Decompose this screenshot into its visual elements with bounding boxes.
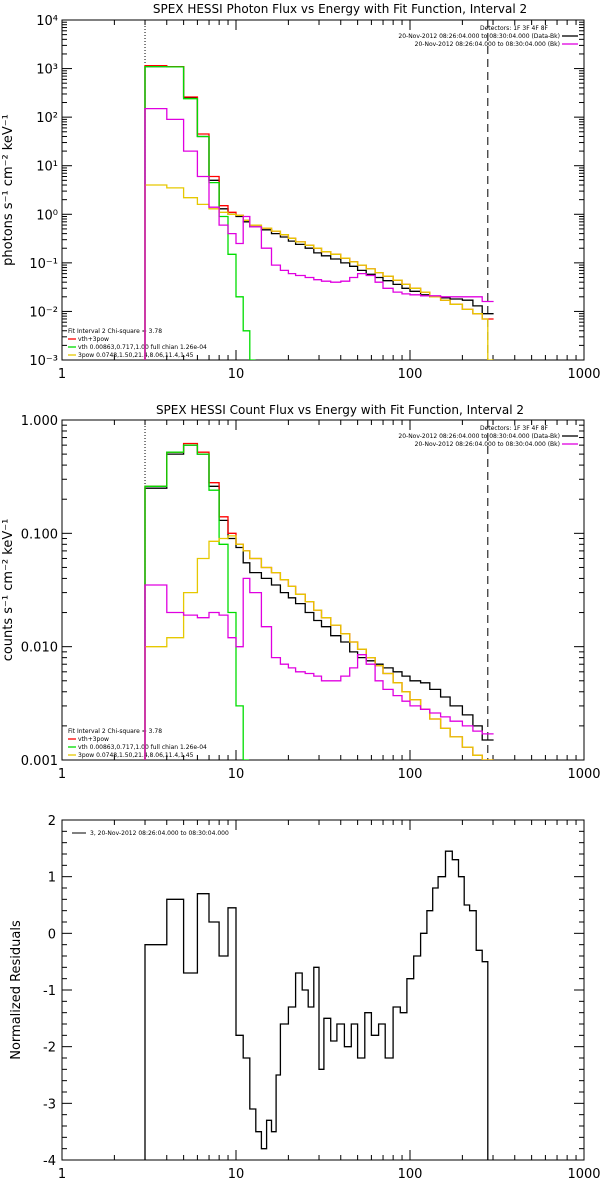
photon-flux-y-tick-label: 10⁴ [36,14,58,29]
photon-flux-ylabel: photons s⁻¹ cm⁻² keV⁻¹ [1,114,16,266]
residuals-series-3-20-nov-2012-08-26-04-000-to-08-30-04-000 [144,850,489,1160]
residuals-y-tick-label: 1 [48,871,56,886]
detectors-label: Detectors: 1F 3F 4F 8F [480,25,549,32]
count-flux-x-tick-label: 100 [398,767,423,782]
photon-flux-x-tick-label: 1000 [567,367,600,382]
count-flux-y-tick-label: 0.100 [21,527,58,542]
residuals-y-tick-label: -3 [43,1097,56,1112]
residuals-x-tick-label: 100 [398,1167,423,1182]
bk-label: 20-Nov-2012 08:26:04.000 to 08:30:04.000… [415,441,560,448]
residuals-y-tick-label: -2 [43,1041,56,1056]
residuals-ylabel: Normalized Residuals [9,920,24,1060]
photon-flux-y-tick-label: 10⁻² [29,305,58,320]
photon-flux-legend-top-right: Detectors: 1F 3F 4F 8F 20-Nov-2012 08:26… [398,25,560,48]
photon-flux-series-3pow [144,184,494,360]
photon-flux-y-tick-label: 10¹ [36,160,58,175]
fit-interval-label: Fit Interval 2 Chi-square = 3.78 [68,328,162,335]
vth-label: vth 0.00863,0.717,1.00 full chian 1.26e-… [78,744,207,751]
residuals-y-tick-label: -4 [43,1154,56,1169]
count-flux-y-tick-label: 0.001 [21,754,58,769]
residuals-y-tick-label: 0 [48,927,56,942]
count-flux-legend-top-right: Detectors: 1F 3F 4F 8F 20-Nov-2012 08:26… [398,425,560,448]
photon-flux-y-tick-label: 10³ [36,63,58,78]
photon-flux-plot-frame [61,19,585,361]
count-flux-plot-frame [61,419,585,761]
count-flux-panel: SPEX HESSI Count Flux vs Energy with Fit… [1,403,600,782]
photon-flux-y-tick-label: 10⁻³ [29,354,58,369]
residuals-legend: 3, 20-Nov-2012 08:26:04.000 to 08:30:04.… [72,830,229,837]
residuals-plot-frame [61,819,585,1161]
fit-interval-label: Fit Interval 2 Chi-square = 3.78 [68,728,162,735]
photon-flux-series-vth [144,65,256,360]
residuals-legend-label: 3, 20-Nov-2012 08:26:04.000 to 08:30:04.… [90,830,229,837]
photon-flux-y-tick-label: 10² [36,111,58,126]
photon-flux-legend-bottom-left: Fit Interval 2 Chi-square = 3.78 vth+3po… [68,328,207,359]
photon-flux-y-tick-label: 10⁻¹ [29,257,58,272]
residuals-y-tick-label: 2 [48,814,56,829]
photon-flux-series-bk [144,107,494,360]
residuals-y-tick-label: -1 [43,984,56,999]
detectors-label: Detectors: 1F 3F 4F 8F [480,425,549,432]
residuals-x-tick-label: 1000 [567,1167,600,1182]
count-flux-series-3pow [144,535,494,760]
photon-flux-x-tick-label: 1 [58,367,66,382]
count-flux-series-vth [144,444,249,760]
vth-label: vth 0.00863,0.717,1.00 full chian 1.26e-… [78,344,207,351]
3pow-label: 3pow 0.0748,1.50,21.4,8.06,11.4,1.45 [78,352,194,359]
photon-flux-x-tick-label: 100 [398,367,423,382]
count-flux-series-vth-3pow [144,442,494,760]
data-minus-bk-label: 20-Nov-2012 08:26:04.000 to 08:30:04.000… [398,433,560,440]
vth-3pow-label: vth+3pow [78,736,109,743]
count-flux-series-bk [144,577,494,760]
bk-label: 20-Nov-2012 08:26:04.000 to 08:30:04.000… [415,41,560,48]
photon-flux-x-tick-label: 10 [228,367,245,382]
count-flux-y-tick-label: 1.000 [21,414,58,429]
count-flux-x-tick-label: 1000 [567,767,600,782]
photon-flux-panel: SPEX HESSI Photon Flux vs Energy with Fi… [1,2,600,382]
count-flux-title: SPEX HESSI Count Flux vs Energy with Fit… [156,403,524,417]
count-flux-x-tick-label: 1 [58,767,66,782]
data-minus-bk-label: 20-Nov-2012 08:26:04.000 to 08:30:04.000… [398,33,560,40]
count-flux-ylabel: counts s⁻¹ cm⁻² keV⁻¹ [1,519,16,662]
vth-3pow-label: vth+3pow [78,336,109,343]
photon-flux-y-tick-label: 10⁰ [36,208,58,223]
residuals-x-tick-label: 1 [58,1167,66,1182]
count-flux-legend-bottom-left: Fit Interval 2 Chi-square = 3.78 vth+3po… [68,728,207,759]
residuals-x-tick-label: 10 [228,1167,245,1182]
photon-flux-title: SPEX HESSI Photon Flux vs Energy with Fi… [153,2,527,16]
residuals-panel: Normalized Residuals 3, 20-Nov-2012 08:2… [9,814,600,1182]
3pow-label: 3pow 0.0748,1.50,21.4,8.06,11.4,1.45 [78,752,194,759]
count-flux-y-tick-label: 0.010 [21,641,58,656]
count-flux-series-data-bk [144,444,494,760]
count-flux-x-tick-label: 10 [228,767,245,782]
